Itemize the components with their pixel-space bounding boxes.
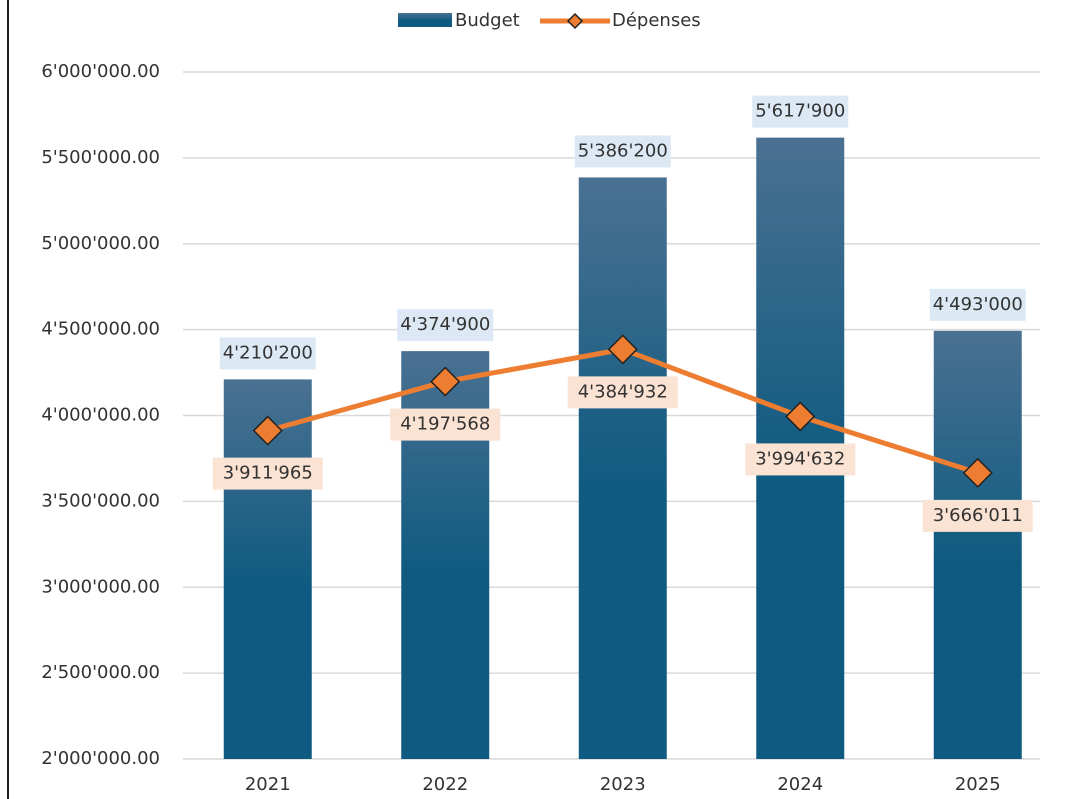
- y-tick-label: 2'500'000.00: [41, 662, 160, 683]
- data-label-box: [397, 309, 494, 342]
- data-label: 5'386'200: [578, 140, 668, 161]
- bar: [578, 177, 667, 759]
- data-label: 3'994'632: [755, 448, 845, 469]
- line-marker: [252, 415, 283, 446]
- legend-label: Dépenses: [612, 10, 701, 31]
- data-label-box: [212, 457, 323, 490]
- line-marker: [785, 401, 816, 432]
- data-label-box: [745, 443, 856, 476]
- y-tick-label: 6'000'000.00: [41, 61, 160, 82]
- legend-label: Budget: [455, 10, 520, 31]
- x-tick-label: 2022: [422, 774, 468, 795]
- data-label: 4'374'900: [400, 314, 490, 335]
- y-tick-label: 5'000'000.00: [41, 233, 160, 254]
- data-label: 4'210'200: [223, 342, 313, 363]
- legend-marker: [566, 12, 584, 30]
- line-marker: [607, 334, 638, 365]
- legend-swatch: [398, 13, 452, 27]
- data-label: 4'493'000: [933, 294, 1023, 315]
- data-label-box: [574, 135, 671, 168]
- data-label: 4'197'568: [400, 414, 490, 435]
- bar: [933, 330, 1022, 759]
- data-label-box: [219, 337, 316, 370]
- data-label: 3'911'965: [223, 463, 313, 484]
- y-tick-label: 3'500'000.00: [41, 490, 160, 511]
- line-marker: [962, 457, 993, 488]
- data-label-box: [390, 408, 501, 441]
- line-marker: [430, 366, 461, 397]
- data-label: 4'384'932: [578, 381, 668, 402]
- y-tick-label: 2'000'000.00: [41, 748, 160, 769]
- data-label: 3'666'011: [933, 505, 1023, 526]
- x-tick-label: 2021: [245, 774, 291, 795]
- y-tick-label: 5'500'000.00: [41, 147, 160, 168]
- y-tick-label: 3'000'000.00: [41, 576, 160, 597]
- y-tick-label: 4'000'000.00: [41, 405, 160, 426]
- data-label-box: [922, 499, 1033, 532]
- x-tick-label: 2025: [955, 774, 1001, 795]
- data-label: 5'617'900: [755, 101, 845, 122]
- x-tick-label: 2024: [777, 774, 823, 795]
- y-tick-label: 4'500'000.00: [41, 319, 160, 340]
- data-label-box: [567, 376, 678, 409]
- x-tick-label: 2023: [600, 774, 646, 795]
- data-label-box: [929, 288, 1026, 321]
- data-label-box: [752, 95, 849, 128]
